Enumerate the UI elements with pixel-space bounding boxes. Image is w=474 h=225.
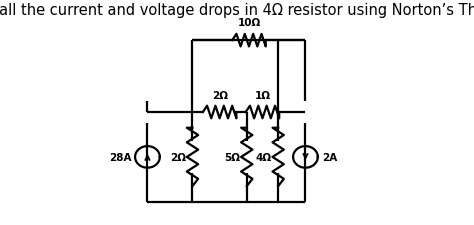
- Text: 10Ω: 10Ω: [237, 18, 261, 27]
- Text: 5Ω: 5Ω: [224, 152, 240, 162]
- Text: 1Ω: 1Ω: [255, 90, 271, 100]
- Text: 2A: 2A: [322, 152, 337, 162]
- Text: 2Ω: 2Ω: [170, 152, 186, 162]
- Text: 4Ω: 4Ω: [255, 152, 272, 162]
- Text: 2Ω: 2Ω: [211, 90, 228, 100]
- Text: 1. Find all the current and voltage drops in 4Ω resistor using Norton’s Theorem.: 1. Find all the current and voltage drop…: [0, 3, 474, 18]
- Text: 28A: 28A: [109, 152, 131, 162]
